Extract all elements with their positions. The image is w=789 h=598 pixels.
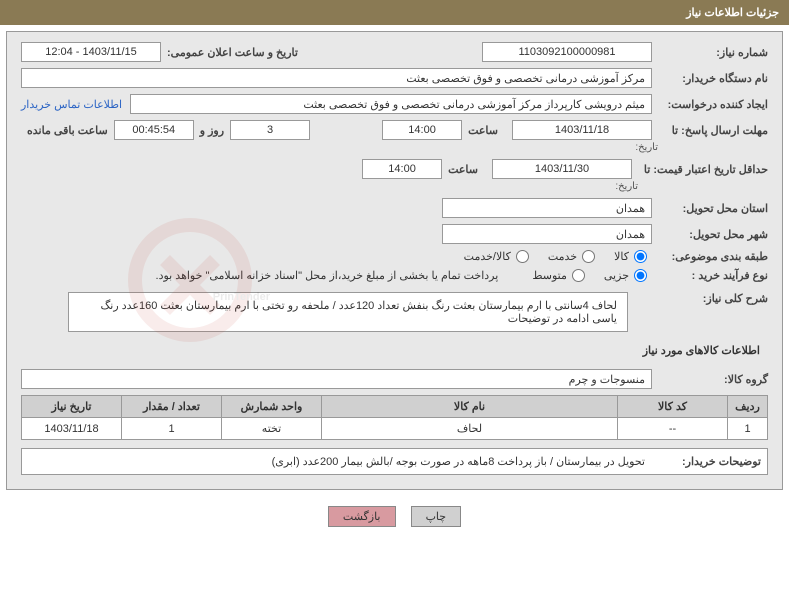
buyer-note-text: تحویل در بیمارستان / باز پرداخت 8ماهه در… — [28, 455, 645, 468]
cell-qty: 1 — [122, 418, 222, 440]
class-label: طبقه بندی موضوعی: — [658, 250, 768, 263]
buyer-note-label: توضیحات خریدار: — [651, 455, 761, 468]
time-label-2: ساعت — [448, 163, 478, 176]
cell-date: 1403/11/18 — [22, 418, 122, 440]
desc-value: لحاف 4سانتی با ارم بیمارستان بعثت رنگ بن… — [68, 292, 628, 332]
creator-label: ایجاد کننده درخواست: — [658, 98, 768, 111]
deadline-label: مهلت ارسال پاسخ: تا — [658, 124, 768, 137]
need-desc-fieldset: شرح کلی نیاز: لحاف 4سانتی با ارم بیمارست… — [21, 292, 768, 332]
deadline-time: 14:00 — [382, 120, 462, 140]
radio-both-label: کالا/خدمت — [464, 250, 511, 263]
col-name: نام کالا — [322, 396, 618, 418]
days-suffix: روز و — [200, 124, 224, 137]
items-section-title: اطلاعات کالاهای مورد نیاز — [21, 340, 768, 361]
back-button[interactable]: بازگشت — [328, 506, 396, 527]
radio-mid-label: متوسط — [532, 269, 567, 282]
col-qty: تعداد / مقدار — [122, 396, 222, 418]
prov-value: همدان — [442, 198, 652, 218]
col-date: تاریخ نیاز — [22, 396, 122, 418]
announce-value: 1403/11/15 - 12:04 — [21, 42, 161, 62]
radio-mid[interactable] — [572, 269, 585, 282]
validity-label: حداقل تاریخ اعتبار قیمت: تا — [638, 163, 768, 176]
radio-both[interactable] — [516, 250, 529, 263]
validity-time: 14:00 — [362, 159, 442, 179]
group-value: منسوجات و چرم — [21, 369, 652, 389]
remain-label: ساعت باقی مانده — [27, 124, 108, 137]
radio-micro[interactable] — [634, 269, 647, 282]
radio-goods[interactable] — [634, 250, 647, 263]
validity-date: 1403/11/30 — [492, 159, 632, 179]
countdown: 00:45:54 — [114, 120, 194, 140]
need-no-label: شماره نیاز: — [658, 46, 768, 59]
proc-label: نوع فرآیند خرید : — [658, 269, 768, 282]
date-sub-2: تاریخ: — [21, 181, 638, 192]
items-table: ردیف کد کالا نام کالا واحد شمارش تعداد /… — [21, 395, 768, 440]
buyer-contact-link[interactable]: اطلاعات تماس خریدار — [21, 98, 122, 111]
cell-row: 1 — [728, 418, 768, 440]
panel-header: جزئیات اطلاعات نیاز — [0, 0, 789, 25]
announce-label: تاریخ و ساعت اعلان عمومی: — [167, 46, 298, 59]
cell-unit: تخته — [222, 418, 322, 440]
radio-goods-label: کالا — [614, 250, 629, 263]
buyer-label: نام دستگاه خریدار: — [658, 72, 768, 85]
need-no-value: 1103092100000981 — [482, 42, 652, 62]
buyer-value: مرکز آموزشی درمانی تخصصی و فوق تخصصی بعث… — [21, 68, 652, 88]
col-code: کد کالا — [618, 396, 728, 418]
radio-service-label: خدمت — [548, 250, 577, 263]
group-label: گروه کالا: — [658, 373, 768, 386]
proc-note: پرداخت تمام یا بخشی از مبلغ خرید،از محل … — [156, 269, 499, 282]
desc-label: شرح کلی نیاز: — [658, 292, 768, 305]
time-label-1: ساعت — [468, 124, 498, 137]
cell-code: -- — [618, 418, 728, 440]
cell-name: لحاف — [322, 418, 618, 440]
city-value: همدان — [442, 224, 652, 244]
creator-value: میثم درویشی کارپرداز مرکز آموزشی درمانی … — [130, 94, 652, 114]
radio-micro-label: جزیی — [604, 269, 629, 282]
table-row: 1 -- لحاف تخته 1 1403/11/18 — [22, 418, 768, 440]
days-left: 3 — [230, 120, 310, 140]
radio-service[interactable] — [582, 250, 595, 263]
button-row: چاپ بازگشت — [0, 496, 789, 537]
city-label: شهر محل تحویل: — [658, 228, 768, 241]
prov-label: استان محل تحویل: — [658, 202, 768, 215]
date-sub-1: تاریخ: — [21, 142, 658, 153]
col-row: ردیف — [728, 396, 768, 418]
print-button[interactable]: چاپ — [411, 506, 462, 527]
creator-text: میثم درویشی کارپرداز مرکز آموزشی درمانی … — [303, 98, 645, 111]
buyer-note-box: توضیحات خریدار: تحویل در بیمارستان / باز… — [21, 448, 768, 475]
details-panel: شماره نیاز: 1103092100000981 تاریخ و ساع… — [6, 31, 783, 490]
deadline-date: 1403/11/18 — [512, 120, 652, 140]
col-unit: واحد شمارش — [222, 396, 322, 418]
